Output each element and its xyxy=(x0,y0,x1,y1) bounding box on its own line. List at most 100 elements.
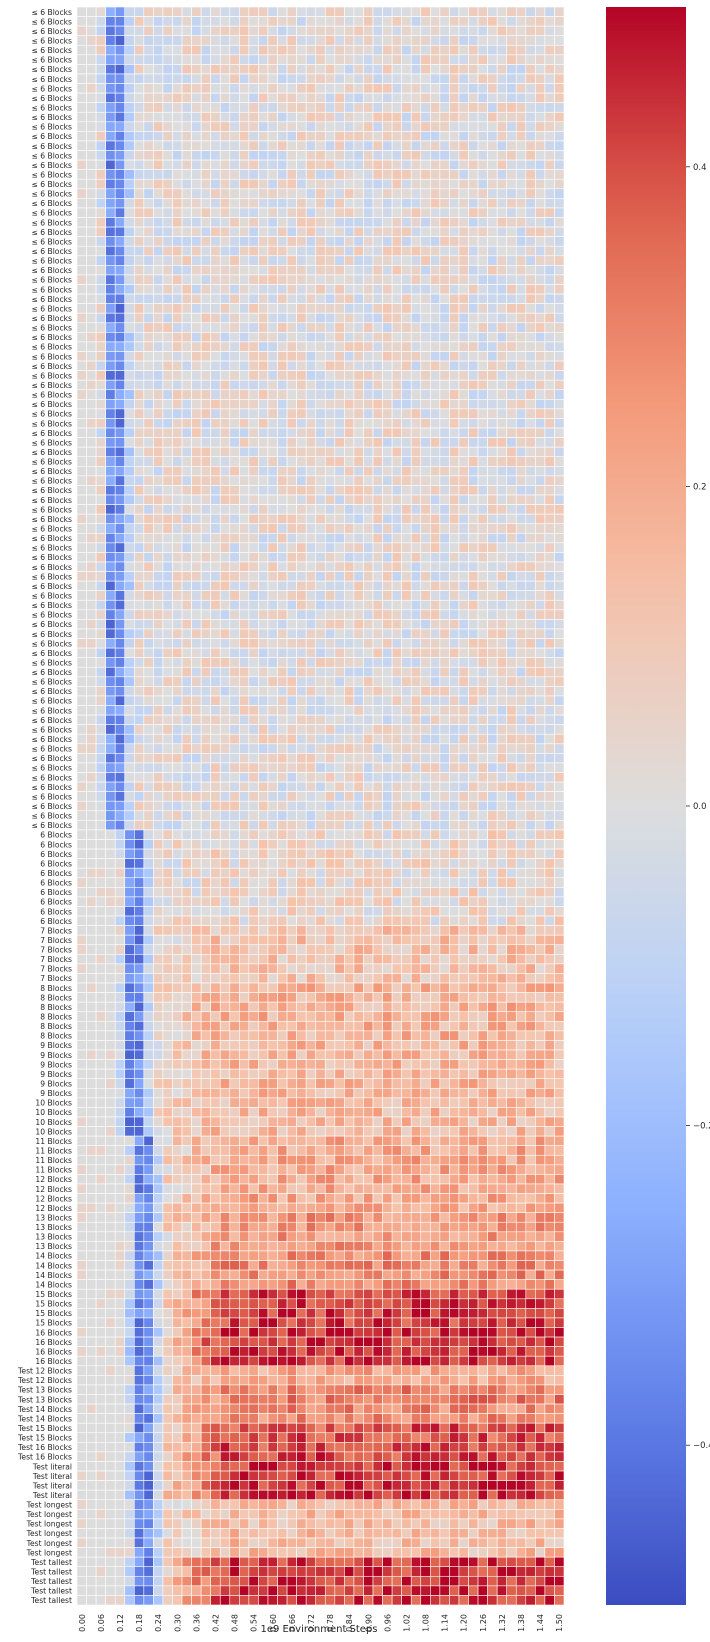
heatmap-cell xyxy=(363,217,374,228)
heatmap-cell xyxy=(305,647,317,658)
heatmap-cell xyxy=(506,35,517,46)
heatmap-cell xyxy=(76,820,87,831)
heatmap-cell xyxy=(477,379,488,391)
heatmap-cell xyxy=(191,379,202,391)
heatmap-cell xyxy=(315,312,326,324)
heatmap-cell xyxy=(229,322,240,333)
heatmap-cell xyxy=(181,121,192,132)
heatmap-cell xyxy=(506,676,517,687)
heatmap-cell xyxy=(315,858,326,869)
heatmap-cell xyxy=(554,638,565,649)
heatmap-cell xyxy=(410,25,422,37)
heatmap-cell xyxy=(277,150,288,161)
heatmap-cell xyxy=(544,303,555,314)
heatmap-cell xyxy=(105,877,116,888)
heatmap-cell xyxy=(143,456,154,467)
heatmap-cell xyxy=(420,762,431,773)
heatmap-cell xyxy=(105,54,116,65)
heatmap-cell xyxy=(114,437,126,448)
heatmap-cell xyxy=(344,810,355,821)
heatmap-cell xyxy=(496,542,508,553)
heatmap-cell xyxy=(181,265,192,276)
heatmap-cell xyxy=(487,877,498,888)
heatmap-cell xyxy=(324,169,336,180)
heatmap-cell xyxy=(449,724,460,735)
heatmap-cell xyxy=(181,360,192,371)
heatmap-cell xyxy=(439,102,450,113)
heatmap-cell xyxy=(191,781,202,792)
heatmap-cell xyxy=(544,169,555,180)
heatmap-cell xyxy=(544,753,555,764)
heatmap-cell xyxy=(210,207,221,218)
heatmap-cell xyxy=(229,925,240,936)
heatmap-cell xyxy=(153,140,164,151)
heatmap-cell xyxy=(554,781,565,792)
heatmap-cell xyxy=(239,925,250,936)
heatmap-cell xyxy=(439,159,450,170)
heatmap-cell xyxy=(401,370,412,381)
heatmap-cell xyxy=(363,848,374,859)
heatmap-cell xyxy=(95,360,106,371)
heatmap-cell xyxy=(544,705,555,716)
heatmap-cell xyxy=(210,140,221,151)
heatmap-cell xyxy=(554,131,565,142)
heatmap-cell xyxy=(324,35,336,46)
heatmap-cell xyxy=(267,925,278,936)
heatmap-cell xyxy=(353,446,364,458)
heatmap-cell xyxy=(114,638,126,649)
heatmap-cell xyxy=(153,733,164,745)
heatmap-cell xyxy=(105,590,116,601)
heatmap-cell xyxy=(191,25,202,37)
heatmap-cell xyxy=(334,705,345,716)
heatmap-cell xyxy=(334,877,345,888)
heatmap-cell xyxy=(143,753,154,764)
heatmap-cell xyxy=(372,131,383,142)
heatmap-cell xyxy=(86,6,97,17)
heatmap-cell xyxy=(468,54,479,65)
heatmap-cell xyxy=(95,724,106,735)
heatmap-cell xyxy=(372,54,383,65)
heatmap-cell xyxy=(458,131,469,142)
heatmap-cell xyxy=(181,255,192,266)
heatmap-cell xyxy=(219,25,231,37)
heatmap-cell xyxy=(554,466,565,477)
heatmap-cell xyxy=(95,848,106,859)
heatmap-cell xyxy=(133,705,145,716)
heatmap-cell xyxy=(391,772,402,783)
heatmap-cell xyxy=(401,475,412,486)
heatmap-cell xyxy=(391,513,402,525)
heatmap-cell xyxy=(382,217,393,228)
heatmap-cell xyxy=(420,753,431,764)
heatmap-cell xyxy=(525,456,536,467)
heatmap-cell xyxy=(296,427,307,438)
heatmap-cell xyxy=(430,92,441,103)
heatmap-cell xyxy=(315,236,326,247)
heatmap-cell xyxy=(458,647,469,658)
heatmap-cell xyxy=(143,408,154,419)
heatmap-cell xyxy=(153,839,164,850)
heatmap-cell xyxy=(496,159,508,170)
heatmap-cell xyxy=(334,590,345,601)
heatmap-cell xyxy=(267,188,278,199)
heatmap-cell xyxy=(86,389,97,400)
heatmap-cell xyxy=(229,207,240,218)
heatmap-cell xyxy=(296,848,307,859)
heatmap-cell xyxy=(105,657,116,668)
heatmap-cell xyxy=(449,820,460,831)
heatmap-cell xyxy=(353,829,364,840)
heatmap-cell xyxy=(372,724,383,735)
heatmap-cell xyxy=(114,236,126,247)
heatmap-cell xyxy=(382,906,393,917)
heatmap-cell xyxy=(506,772,517,783)
heatmap-cell xyxy=(229,561,240,572)
heatmap-cell xyxy=(86,820,97,831)
heatmap-cell xyxy=(535,217,546,228)
heatmap-cell xyxy=(420,714,431,725)
heatmap-cell xyxy=(133,236,145,247)
heatmap-cell xyxy=(210,379,221,391)
heatmap-cell xyxy=(267,867,278,879)
heatmap-cell xyxy=(363,408,374,419)
heatmap-cell xyxy=(162,121,173,132)
heatmap-cell xyxy=(200,733,211,745)
heatmap-cell xyxy=(554,102,565,113)
